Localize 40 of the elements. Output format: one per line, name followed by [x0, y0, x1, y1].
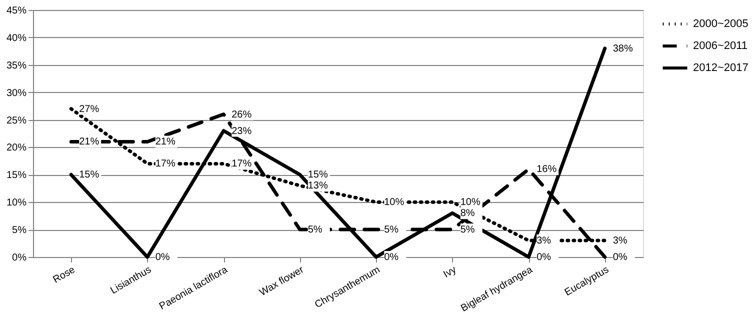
y-tick-label: 5% [12, 225, 27, 236]
data-label: 21% [79, 136, 100, 148]
x-tick-label: Rose [51, 264, 78, 286]
data-label: 10% [384, 197, 404, 208]
data-label: 38% [612, 43, 633, 54]
data-label: 5% [460, 224, 475, 236]
data-label: 15% [79, 170, 100, 181]
data-label: 0% [612, 252, 628, 263]
data-label: 8% [460, 208, 475, 220]
line-series [69, 46, 607, 259]
data-label: 13% [308, 180, 328, 192]
data-label: 23% [232, 126, 252, 137]
y-tick-label: 20% [6, 142, 27, 154]
data-label: 10% [460, 197, 480, 208]
data-label: 16% [536, 164, 557, 176]
data-label: 0% [155, 252, 170, 263]
data-label: 0% [384, 252, 399, 263]
data-label: 26% [232, 109, 252, 120]
y-tick-label: 10% [6, 198, 27, 209]
data-label: 21% [155, 136, 176, 148]
data-label: 5% [384, 224, 399, 236]
data-label: 27% [79, 104, 100, 115]
y-tick-label: 15% [6, 170, 27, 182]
data-label: 3% [536, 236, 552, 247]
x-tick-label: Ivy [442, 264, 458, 280]
data-label: 5% [308, 224, 322, 236]
legend-label: 2006~2011 [693, 40, 748, 52]
y-tick-label: 30% [6, 88, 27, 99]
data-label: 3% [612, 236, 628, 247]
y-tick-label: 25% [6, 115, 27, 126]
legend-label: 2000~2005 [693, 18, 748, 30]
y-tick-label: 35% [6, 60, 27, 72]
y-tick-label: 45% [6, 6, 27, 16]
data-label: 17% [155, 158, 176, 170]
data-label: 15% [308, 170, 328, 181]
y-tick-label: 40% [6, 32, 27, 44]
data-label: 0% [536, 252, 552, 263]
y-tick-label: 0% [12, 252, 27, 264]
data-label: 17% [232, 158, 252, 170]
legend-label: 2012~2017 [693, 62, 748, 74]
